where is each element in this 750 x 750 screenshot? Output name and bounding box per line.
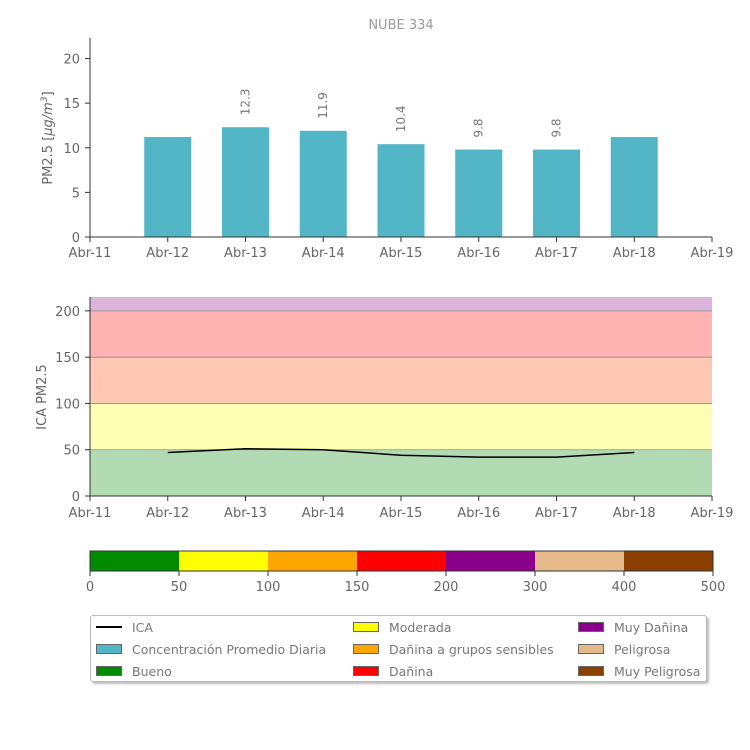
colorbar-tick-label: 400 — [612, 580, 637, 595]
ica-colorbar: 0 50 100 150 200 300 400 500 — [86, 550, 726, 595]
x-tick-label: Abr-18 — [613, 506, 656, 521]
legend-label: Bueno — [132, 663, 172, 679]
y-tick-label: 150 — [55, 351, 80, 366]
y-tick-label: 10 — [63, 142, 80, 157]
legend-color-swatch — [578, 666, 604, 676]
bar-value-label: 12.3 — [239, 89, 253, 116]
legend-item: Dañina — [353, 662, 433, 680]
bar-value-label: 11.9 — [316, 92, 330, 119]
x-tick-label: Abr-11 — [69, 506, 112, 521]
bar-Abr-13 — [222, 127, 269, 237]
colorbar-segment — [446, 551, 535, 571]
y-tick-label: 200 — [55, 305, 80, 320]
bar-Abr-15 — [377, 144, 425, 237]
y-tick-label: 100 — [55, 397, 80, 412]
legend-color-swatch — [96, 666, 122, 676]
bar-Abr-12 — [144, 137, 192, 237]
colorbar-tick-label: 150 — [345, 580, 370, 595]
bar-chart: 12.3 11.9 10.4 9.8 9.8 0 5 10 15 20 Abr-11 Abr-12 Ab… — [40, 38, 733, 261]
legend-item: Bueno — [96, 662, 172, 680]
legend-item: Muy Peligrosa — [578, 662, 700, 680]
colorbar-tick-label: 300 — [523, 580, 548, 595]
colorbar-segment — [535, 551, 624, 571]
legend-label: Moderada — [389, 619, 452, 635]
y-tick-label: 0 — [72, 231, 80, 246]
x-tick-label: Abr-17 — [535, 246, 578, 261]
bar-Abr-18 — [610, 137, 658, 237]
colorbar-tick-label: 50 — [171, 580, 188, 595]
x-tick-label: Abr-15 — [380, 246, 423, 261]
ica-series-line — [167, 448, 635, 458]
charts-canvas: NUBE 334 12.3 11.9 10.4 9.8 9.8 0 5 10 15 20 Abr-1… — [35, 18, 733, 595]
colorbar-segment — [357, 551, 446, 571]
legend-color-swatch — [353, 644, 379, 654]
colorbar-segment — [179, 551, 268, 571]
bar-Abr-17 — [533, 149, 580, 237]
legend-item: Dañina a grupos sensibles — [353, 640, 554, 658]
ica-band — [90, 403, 712, 450]
x-tick-label: Abr-16 — [457, 246, 500, 261]
bar-value-label: 10.4 — [394, 105, 408, 132]
colorbar-tick-label: 0 — [86, 580, 94, 595]
bar-Abr-14 — [299, 130, 347, 237]
legend-color-swatch — [353, 622, 379, 632]
x-tick-label: Abr-14 — [302, 246, 345, 261]
legend-color-swatch — [96, 644, 122, 654]
legend-item: Muy Dañina — [578, 618, 688, 636]
legend-label: Peligrosa — [614, 641, 671, 657]
ica-band — [90, 310, 712, 358]
legend-item: Peligrosa — [578, 640, 670, 658]
colorbar-segment — [624, 551, 713, 571]
legend-label: Muy Peligrosa — [614, 663, 701, 679]
colorbar-segment — [90, 551, 179, 571]
legend-label: Dañina a grupos sensibles — [389, 641, 554, 657]
bar-Abr-16 — [455, 149, 503, 237]
colorbar-tick-label: 500 — [701, 580, 726, 595]
x-tick-label: Abr-15 — [380, 506, 423, 521]
legend-label: Dañina — [389, 663, 434, 679]
colorbar-tick-label: 200 — [434, 580, 459, 595]
x-tick-label: Abr-13 — [224, 506, 267, 521]
y-tick-label: 20 — [63, 53, 80, 68]
ica-band — [90, 357, 712, 404]
legend-line-swatch — [96, 626, 122, 628]
bar-value-label: 9.8 — [472, 118, 486, 137]
x-tick-label: Abr-14 — [302, 506, 345, 521]
x-tick-label: Abr-16 — [457, 506, 500, 521]
ica-line-chart: 0 50 100 150 200 Abr-11 Abr-12 Abr-13 Abr-14 Abr-… — [35, 297, 733, 521]
x-tick-label: Abr-13 — [224, 246, 267, 261]
x-tick-label: Abr-11 — [69, 246, 112, 261]
x-tick-label: Abr-18 — [613, 246, 656, 261]
x-tick-label: Abr-19 — [691, 506, 734, 521]
y-tick-label: 5 — [72, 186, 80, 201]
colorbar-tick-label: 100 — [256, 580, 281, 595]
bar-value-label: 9.8 — [550, 118, 564, 137]
legend-color-swatch — [353, 666, 379, 676]
colorbar-segment — [268, 551, 357, 571]
legend: ICA Concentración Promedio Diaria Bueno Mod… — [90, 615, 707, 682]
legend-item: Moderada — [353, 618, 451, 636]
legend-label: Muy Dañina — [614, 619, 689, 635]
y-axis-label: PM2.5 [μg/m3] — [40, 91, 56, 184]
y-tick-label: 0 — [72, 490, 80, 505]
y-tick-label: 15 — [63, 97, 80, 112]
y-axis-label: ICA PM2.5 — [35, 364, 50, 430]
legend-color-swatch — [578, 644, 604, 654]
legend-color-swatch — [578, 622, 604, 632]
legend-label: Concentración Promedio Diaria — [132, 641, 327, 657]
ica-band — [90, 449, 712, 496]
legend-item: ICA — [96, 618, 153, 636]
x-tick-label: Abr-19 — [691, 246, 734, 261]
x-tick-label: Abr-17 — [535, 506, 578, 521]
x-tick-label: Abr-12 — [146, 246, 189, 261]
x-tick-label: Abr-12 — [146, 506, 189, 521]
legend-label: ICA — [132, 619, 153, 635]
legend-item: Concentración Promedio Diaria — [96, 640, 326, 658]
y-tick-label: 50 — [63, 444, 80, 459]
colorbar-frame — [89, 550, 714, 572]
chart-title: NUBE 334 — [368, 18, 433, 33]
ica-band — [90, 297, 712, 311]
